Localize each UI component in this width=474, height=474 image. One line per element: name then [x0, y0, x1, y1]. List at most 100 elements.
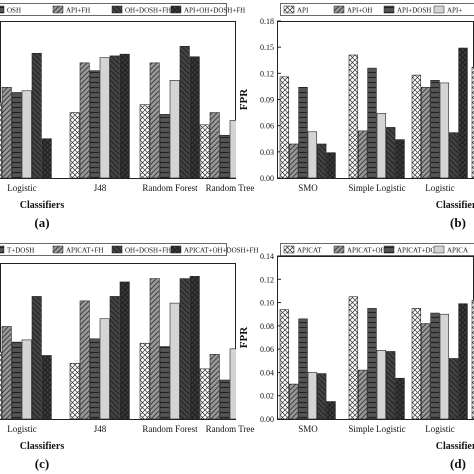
bar: [109, 296, 120, 420]
x-axis-label: Classifiers: [20, 441, 65, 452]
legend-label: APICAT+OH: [347, 247, 386, 255]
y-axis-label: FPR: [238, 326, 250, 348]
bar: [31, 296, 42, 420]
bar: [1, 86, 12, 179]
bar: [430, 312, 440, 420]
y-tick-label: 0.00: [260, 174, 274, 183]
legend-label: APICAT: [297, 247, 322, 255]
bar: [119, 281, 130, 420]
legend-label: APICA: [447, 247, 468, 255]
bar: [79, 62, 90, 179]
bar: [169, 302, 180, 420]
bar: [367, 308, 377, 420]
y-tick-label: 0.06: [260, 345, 274, 354]
bar: [159, 346, 170, 420]
legend-swatch: [52, 245, 64, 254]
legend-swatch: [111, 5, 123, 14]
bar: [209, 112, 220, 179]
bar: [89, 338, 100, 420]
bar: [250, 355, 259, 419]
y-tick-label: 0.08: [260, 322, 274, 331]
bar: [358, 130, 368, 179]
bar-group: [0, 276, 259, 420]
bar: [298, 86, 308, 179]
bar: [79, 300, 90, 420]
bar: [139, 104, 150, 179]
legend-label: APICAT+OH+DOSH+FH: [184, 247, 258, 255]
y-axis-label: FPR: [238, 88, 250, 110]
bar: [219, 134, 230, 179]
bar: [376, 113, 387, 179]
bar: [395, 139, 405, 179]
legend: OSH API+FH OH+DOSH+FH API+OH+DOSH+FH: [0, 3, 245, 16]
bar: [0, 351, 2, 420]
bar: [449, 358, 459, 420]
bar: [250, 117, 259, 178]
legend-swatch: [283, 5, 295, 14]
bar: [430, 80, 440, 179]
bar: [219, 379, 230, 420]
legend-swatch: [111, 245, 123, 254]
x-category-label: Random Tree: [206, 183, 255, 193]
x-category-label: J48: [94, 424, 107, 434]
bar: [149, 62, 160, 179]
panel-d: 0.00 0.02 0.04 0.06 0.08 0.10 0.12 0.14 FPR SMO Si…: [238, 243, 474, 452]
legend-label: API+: [447, 7, 462, 15]
bar: [307, 372, 318, 420]
legend-swatch: [383, 245, 395, 254]
legend-box: [280, 3, 474, 16]
legend-swatch: [383, 5, 395, 14]
bar: [11, 341, 22, 420]
bar: [0, 102, 2, 179]
legend-swatch: [0, 245, 5, 254]
legend: APICAT APICAT+OH APICAT+DOSH APICA: [280, 243, 474, 256]
bar: [139, 342, 150, 420]
bar: [317, 373, 327, 420]
y-tick-label: 0.14: [260, 252, 274, 261]
bar: [41, 138, 52, 179]
bar: [411, 308, 422, 420]
bar: [386, 127, 396, 179]
bar: [189, 276, 200, 420]
bar: [386, 351, 396, 420]
legend-label: APICAT+FH: [66, 247, 103, 255]
bar: [21, 90, 32, 179]
bar: [31, 52, 42, 179]
x-category-label: Random Forest: [142, 183, 198, 193]
figure-label-c: (c): [35, 456, 49, 471]
bar-group: [279, 296, 474, 420]
plot-frame: [0, 21, 236, 179]
bar: [376, 350, 387, 420]
bar: [458, 47, 468, 179]
x-axis-label: Classifiers: [436, 441, 474, 452]
x-category-label: Logistic: [425, 424, 455, 434]
bar: [69, 362, 80, 420]
figure-label-b: (b): [450, 215, 466, 230]
bar: [189, 56, 200, 179]
y-tick-label: 0.06: [260, 122, 274, 131]
legend-swatch: [170, 5, 182, 14]
bar: [149, 278, 160, 420]
figure-label-a: (a): [34, 215, 49, 230]
bar: [199, 368, 210, 420]
x-category-label: Simple Logistic: [348, 183, 405, 193]
bar: [109, 55, 120, 179]
bar: [326, 401, 336, 420]
bar: [348, 296, 359, 420]
legend-label: API+OH: [347, 7, 372, 15]
bar: [41, 355, 52, 420]
bar: [279, 76, 290, 179]
bar: [119, 53, 130, 179]
bar: [11, 92, 22, 179]
bar: [229, 120, 236, 179]
legend-label: OH+DOSH+FH: [125, 7, 171, 15]
legend-swatch: [170, 245, 182, 254]
y-tick-label: 0.04: [260, 368, 274, 377]
bar: [69, 112, 80, 179]
x-axis-label: Classifiers: [436, 200, 474, 211]
y-tick-label: 0.12: [260, 275, 274, 284]
x-category-label: SMO: [298, 424, 318, 434]
legend-swatch: [333, 5, 345, 14]
legend-swatch: [0, 5, 5, 14]
